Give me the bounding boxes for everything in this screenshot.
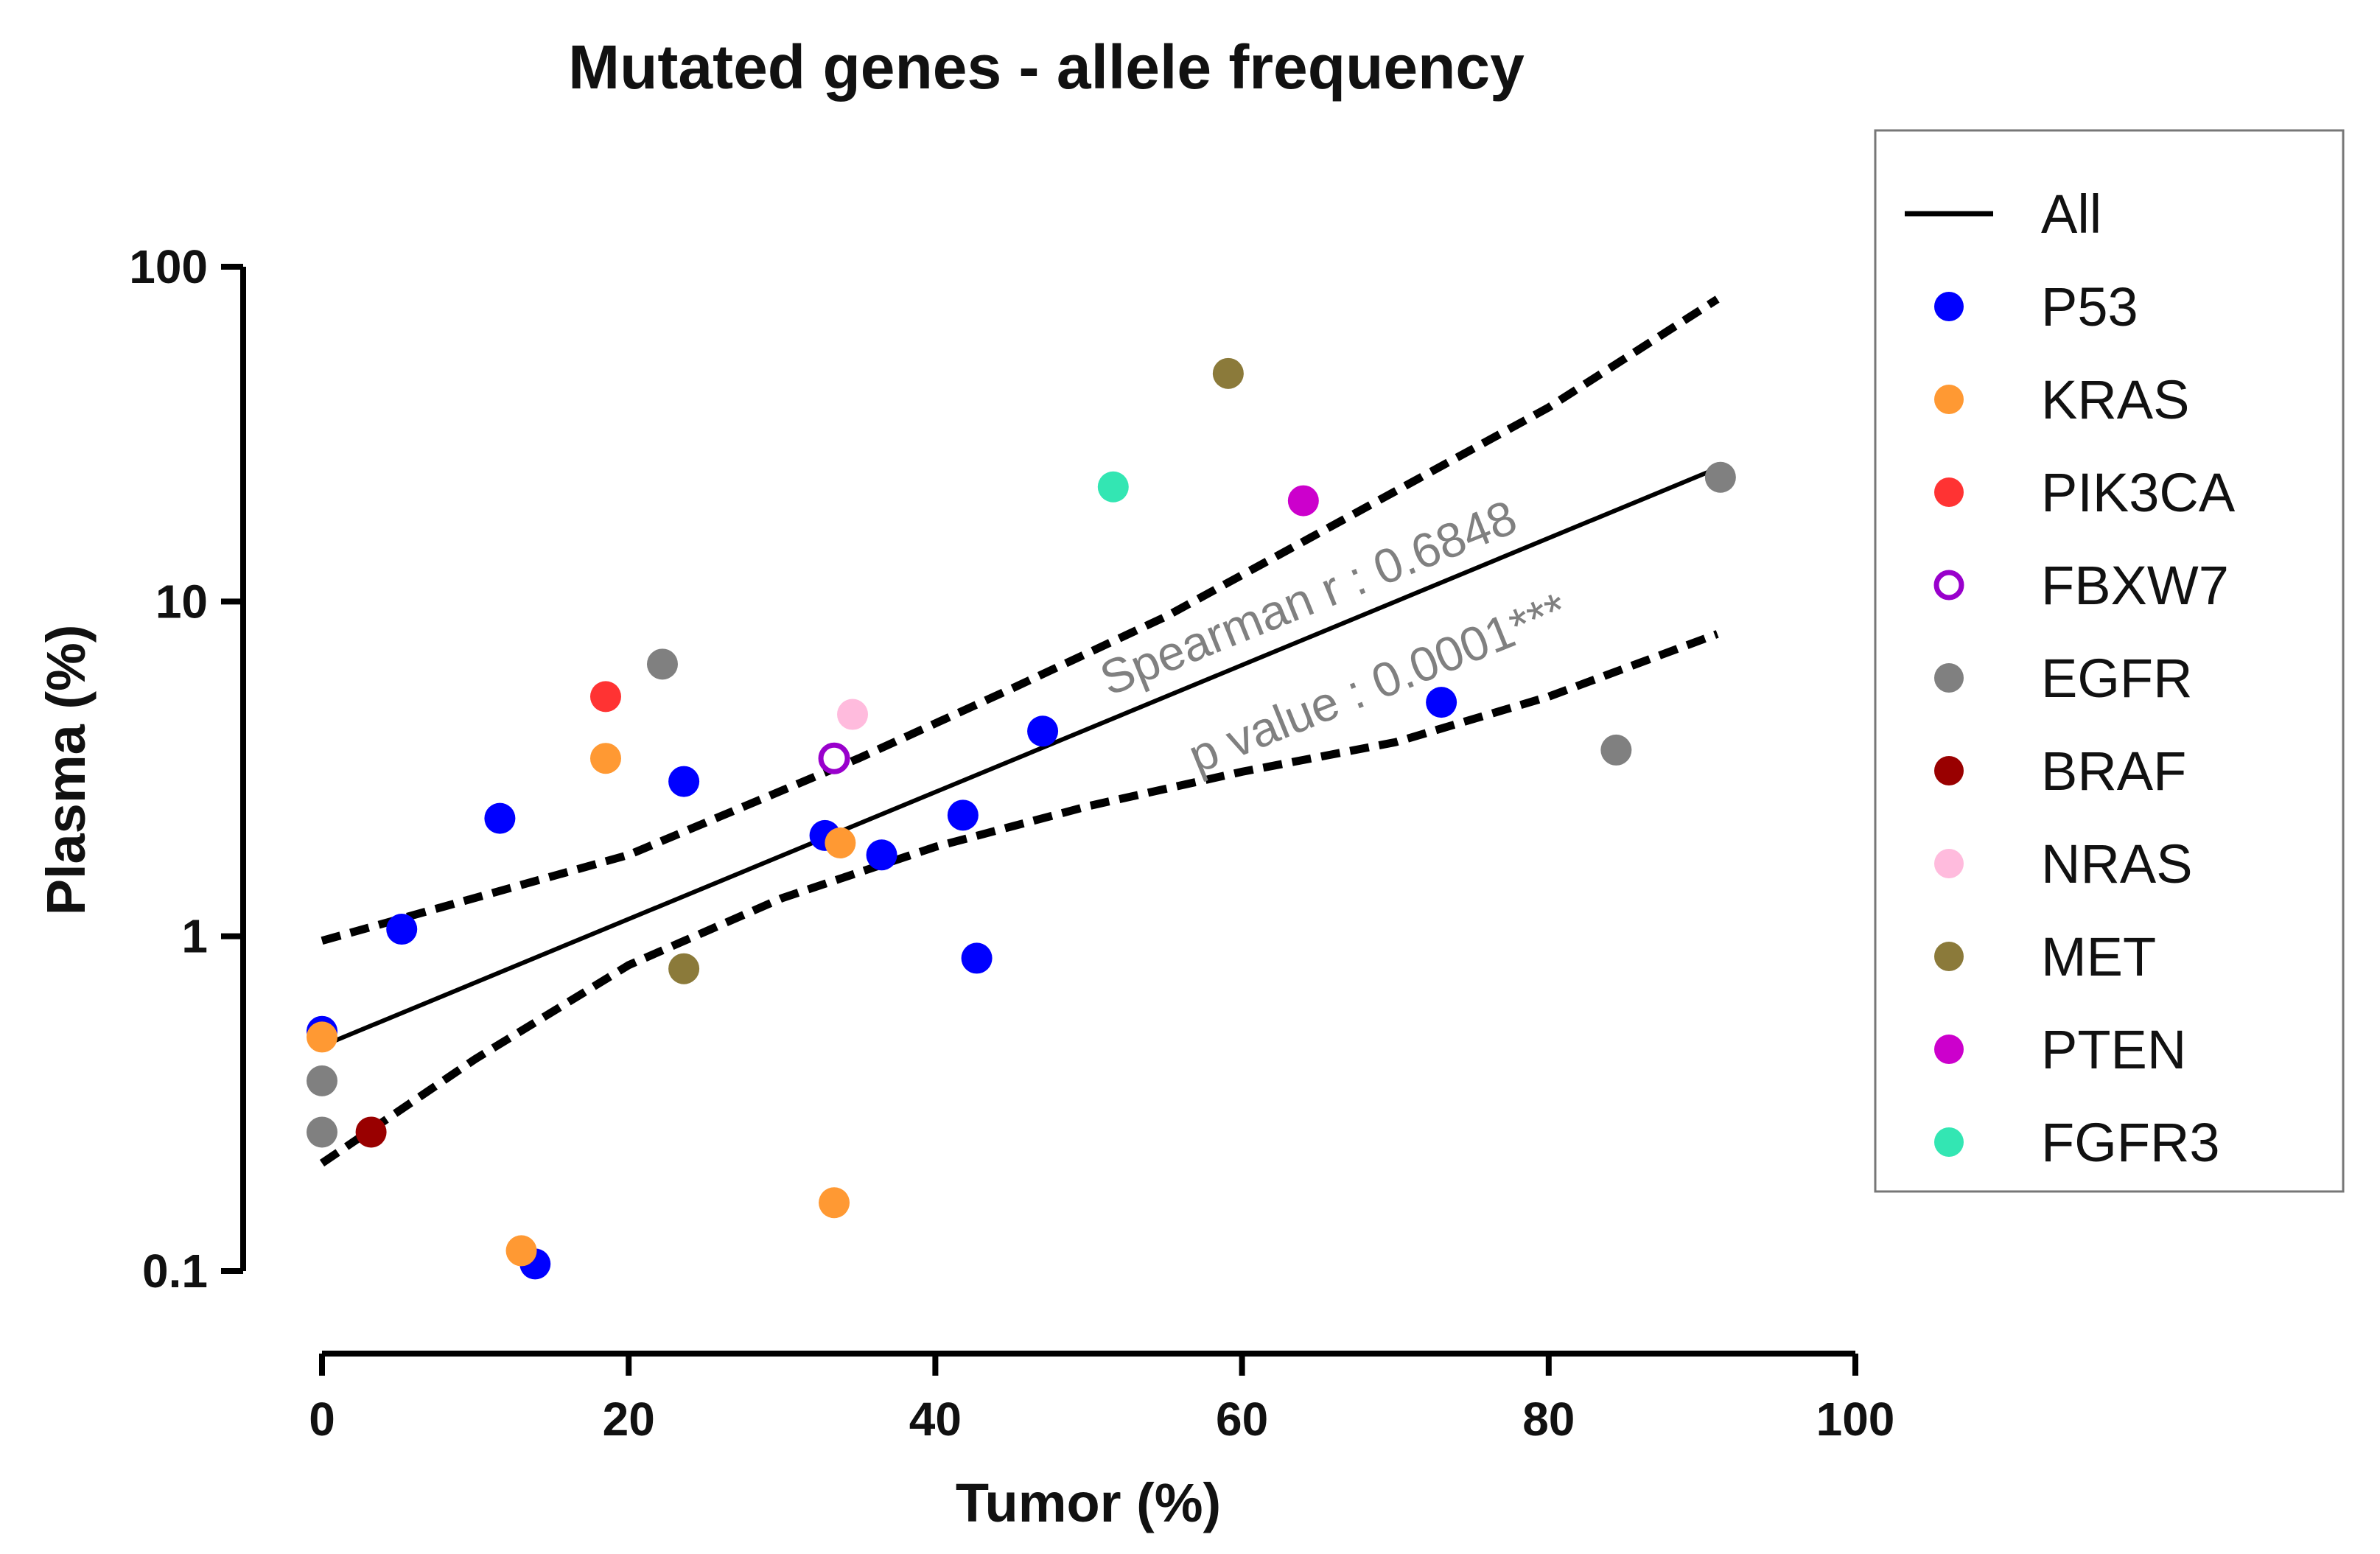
x-tick-label: 40	[909, 1393, 962, 1446]
y-tick-label: 100	[129, 240, 208, 293]
legend-marker-p53	[1934, 292, 1964, 321]
legend-label: MET	[2041, 926, 2156, 987]
legend-label: EGFR	[2041, 648, 2193, 709]
data-point-egfr	[1600, 734, 1632, 766]
x-tick-label: 100	[1816, 1393, 1895, 1446]
data-point-p53	[386, 914, 418, 945]
legend-marker-fgfr3	[1934, 1127, 1964, 1157]
x-tick-label: 60	[1216, 1393, 1268, 1446]
legend-marker-kras	[1934, 385, 1964, 414]
y-tick-label: 10	[155, 575, 208, 628]
legend-label: KRAS	[2041, 369, 2190, 430]
data-point-braf	[355, 1116, 387, 1148]
data-point-p53	[1426, 687, 1457, 718]
legend-marker-braf	[1934, 756, 1964, 785]
x-tick-label: 80	[1522, 1393, 1575, 1446]
x-tick-label: 20	[603, 1393, 655, 1446]
legend-label: PIK3CA	[2041, 462, 2236, 523]
legend-label: PTEN	[2041, 1019, 2186, 1080]
data-point-met	[1212, 357, 1244, 389]
legend-box	[1874, 129, 2345, 1193]
legend-label: P53	[2041, 276, 2138, 337]
legend-marker-nras	[1934, 849, 1964, 878]
data-point-pten	[1287, 485, 1319, 517]
data-point-egfr	[307, 1116, 337, 1148]
confidence-band-lower	[319, 630, 1719, 1167]
data-point-p53	[668, 766, 700, 797]
legend-marker-egfr	[1934, 663, 1964, 693]
data-point-p53	[866, 839, 897, 871]
data-point-kras	[819, 1187, 850, 1219]
legend-label: FGFR3	[2041, 1112, 2220, 1173]
legend: All P53 KRAS PIK3CA FBXW7 EGFR BRAF NRAS MET PTEN…	[1874, 129, 2345, 1193]
confidence-band-upper	[321, 295, 1720, 945]
data-point-p53	[961, 942, 993, 974]
data-point-p53	[484, 802, 516, 834]
legend-label: All	[2041, 183, 2101, 245]
legend-label: NRAS	[2041, 833, 2193, 895]
legend-marker-fbxw7	[1933, 570, 1964, 601]
x-axis-label: Tumor (%)	[956, 1472, 1221, 1533]
data-point-egfr	[1704, 461, 1736, 493]
data-point-kras	[589, 743, 621, 774]
data-point-kras	[825, 827, 856, 859]
data-point-fbxw7	[818, 742, 850, 774]
legend-marker-met	[1934, 942, 1964, 971]
data-point-egfr	[307, 1065, 337, 1096]
data-point-egfr	[646, 648, 678, 680]
legend-label: FBXW7	[2041, 555, 2229, 616]
y-tick-label: 0.1	[142, 1245, 208, 1298]
data-point-kras	[307, 1021, 337, 1053]
regression-line	[321, 466, 1718, 1049]
data-point-pik3ca	[589, 681, 621, 713]
data-point-met	[668, 953, 700, 984]
y-tick-label: 1	[181, 910, 208, 963]
data-point-kras	[505, 1235, 537, 1267]
data-point-p53	[947, 799, 979, 831]
data-point-nras	[837, 699, 869, 730]
y-axis-label: Plasma (%)	[35, 625, 97, 916]
legend-marker-pten	[1934, 1035, 1964, 1064]
data-point-fgfr3	[1097, 471, 1129, 503]
legend-marker-pik3ca	[1934, 477, 1964, 507]
chart-title: Mutated genes - allele frequency	[568, 32, 1525, 102]
legend-label: BRAF	[2041, 741, 2186, 802]
x-tick-label: 0	[309, 1393, 335, 1446]
data-point-p53	[1027, 715, 1059, 747]
